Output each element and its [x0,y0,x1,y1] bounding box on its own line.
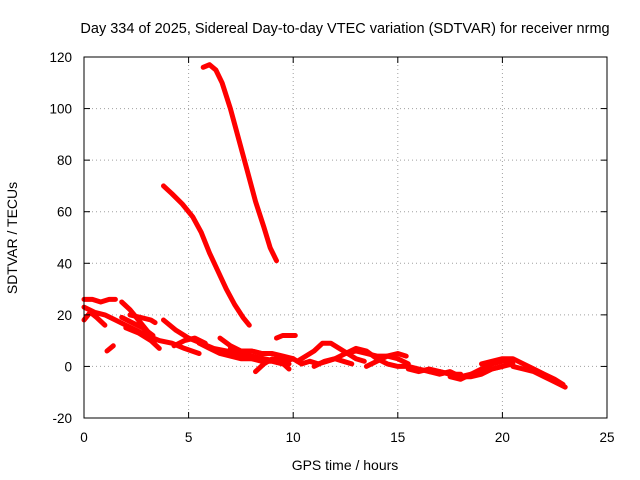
y-axis-label: SDTVAR / TECUs [4,182,20,294]
series-arc-low-17 [294,340,367,364]
y-tick-label: -20 [52,411,72,426]
series-arc-low-6 [119,314,156,338]
series-arc-low-1 [81,296,118,305]
y-tick-label: 120 [49,50,72,65]
x-axis-label: GPS time / hours [292,457,399,473]
x-tick-label: 10 [286,430,301,445]
x-tick-label: 15 [390,430,405,445]
x-tick-label: 20 [495,430,510,445]
series-arc-low-4 [104,343,116,354]
series-arc-high [200,62,279,264]
series-arc-low-13 [227,345,296,362]
ticks: 0 5 10 15 20 25 -20 0 20 40 60 80 100 120 [49,50,614,445]
series-arc-low-10 [171,335,208,349]
y-tick-label: 80 [57,153,72,168]
y-tick-label: 60 [57,205,72,220]
series-arc-low-26 [510,363,568,390]
series-arc-low-15 [274,333,298,341]
series-arc-low-3 [81,309,108,328]
x-tick-label: 5 [185,430,193,445]
series-arc-low-14 [253,356,292,375]
y-tick-label: 20 [57,308,72,323]
series-group [81,62,568,390]
x-tick-label: 25 [599,430,614,445]
plot-frame [83,56,608,419]
series-arc-low-24 [447,358,516,382]
chart-title: Day 334 of 2025, Sidereal Day-to-day VTE… [80,21,609,37]
x-tick-label: 0 [80,430,88,445]
series-arc-mid [161,183,252,328]
series-arc-low-8 [127,312,158,326]
series-arc-low-2 [81,304,202,356]
y-tick-label: 40 [57,256,72,271]
series-arc-low-21 [363,351,409,369]
y-tick-label: 100 [49,102,72,117]
series-arc-low-7 [123,325,162,351]
y-tick-label: 0 [64,359,72,374]
